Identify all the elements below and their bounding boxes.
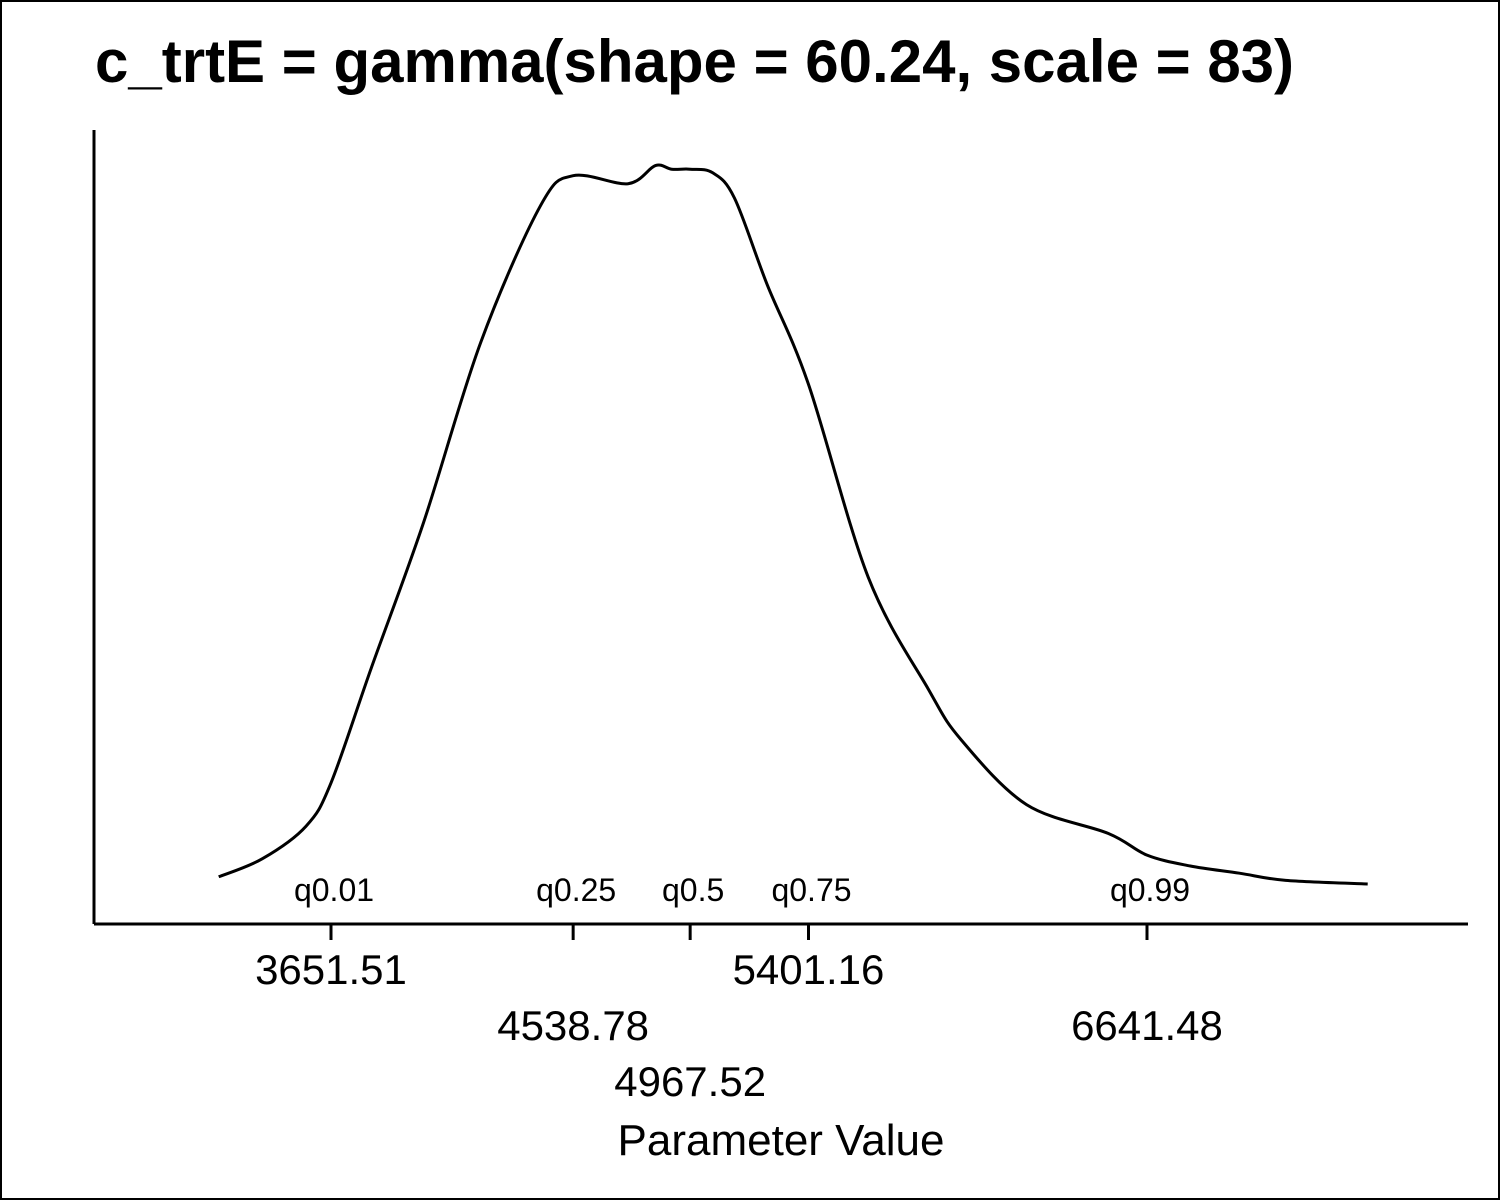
chart-title: c_trtE = gamma(shape = 60.24, scale = 83… [95,28,1294,95]
x-tick-label-q0-99: 6641.48 [1071,1002,1223,1049]
quantile-marks: q0.01 3651.51 q0.25 4538.78 q0.5 4967.52 q0.75… [255,872,1223,1105]
quantile-label-q0-99: q0.99 [1110,872,1190,908]
quantile-label-q0-5: q0.5 [662,872,724,908]
quantile-label-q0-75: q0.75 [771,872,851,908]
x-tick-label-q0-01: 3651.51 [255,946,407,993]
x-axis-title: Parameter Value [618,1116,945,1165]
density-curve [218,163,1368,886]
x-tick-label-q0-75: 5401.16 [733,946,885,993]
quantile-label-q0-25: q0.25 [536,872,616,908]
x-tick-label-q0-25: 4538.78 [497,1002,649,1049]
quantile-label-q0-01: q0.01 [294,872,374,908]
x-tick-label-q0-5: 4967.52 [614,1058,766,1105]
